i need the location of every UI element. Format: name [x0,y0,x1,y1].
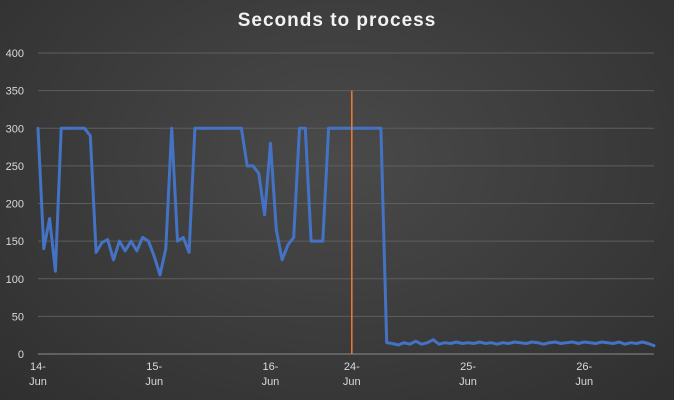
x-axis-tick-labels: 14- Jun 15- Jun 16- Jun 24- Jun 25- Jun 26- Jun [29,361,593,388]
y-tick-label: 0 [18,349,24,361]
x-tick-label: 25- [460,361,476,373]
x-tick-label: 14- [30,361,46,373]
x-tick-label: 15- [146,361,162,373]
y-tick-label: 250 [6,161,24,173]
x-tick-label: Jun [459,376,477,388]
y-tick-label: 350 [6,86,24,98]
series-layer [36,126,656,348]
y-tick-label: 400 [6,48,24,60]
x-tick-label: Jun [262,376,280,388]
x-tick-label: 24- [344,361,360,373]
y-axis-tick-labels: 0 50 100 150 200 250 300 350 400 [6,48,24,361]
x-tick-label: Jun [575,376,593,388]
chart-title: Seconds to process [237,10,437,31]
gridlines [38,52,654,355]
y-tick-label: 150 [6,236,24,248]
y-tick-label: 50 [12,311,24,323]
x-tick-label: 16- [262,361,278,373]
y-tick-label: 200 [6,199,24,211]
y-tick-label: 300 [6,123,24,135]
x-tick-label: Jun [343,376,361,388]
x-tick-label: 26- [576,361,592,373]
series-line-0 [36,126,656,348]
x-tick-label: Jun [145,376,163,388]
y-tick-label: 100 [6,274,24,286]
x-tick-label: Jun [29,376,47,388]
